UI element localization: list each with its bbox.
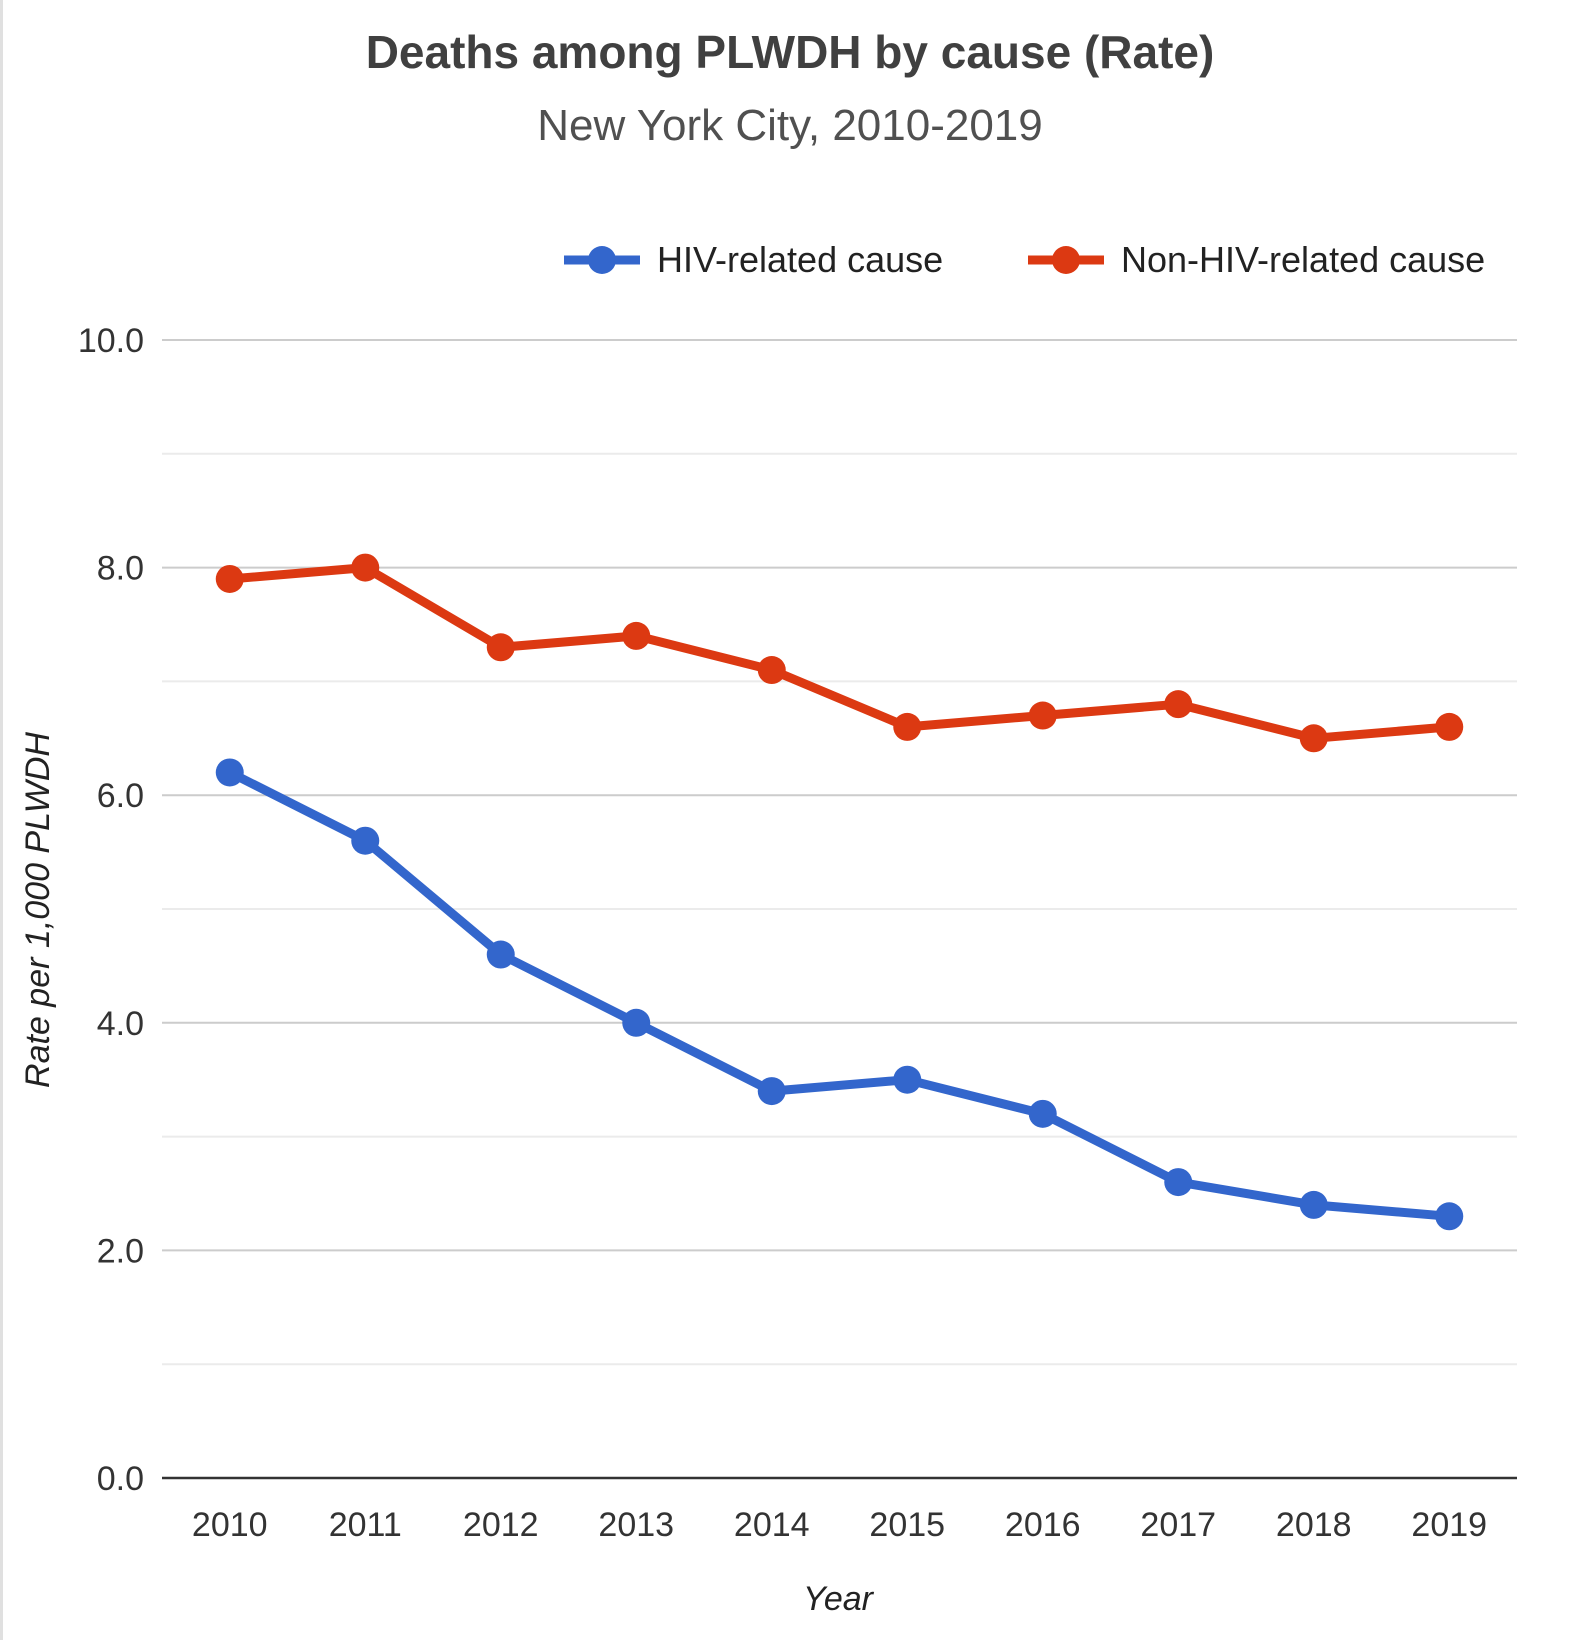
data-point-non-hiv (1435, 712, 1464, 741)
legend-swatch-dot (1052, 246, 1080, 274)
data-point-hiv (757, 1077, 786, 1106)
data-point-non-hiv (622, 621, 651, 650)
y-tick-label: 4.0 (97, 1005, 144, 1043)
data-point-non-hiv (757, 656, 786, 685)
x-tick-label: 2013 (598, 1506, 674, 1544)
data-point-hiv (486, 940, 515, 969)
x-tick-label: 2017 (1140, 1506, 1216, 1544)
data-point-hiv (1435, 1202, 1464, 1231)
x-tick-label: 2012 (463, 1506, 539, 1544)
chart-subtitle: New York City, 2010-2019 (537, 101, 1042, 150)
data-point-hiv (1028, 1099, 1057, 1128)
series-group (215, 553, 1464, 1231)
legend-swatch-dot (588, 246, 616, 274)
y-tick-label: 2.0 (97, 1232, 144, 1270)
x-tick-label: 2016 (1005, 1506, 1081, 1544)
data-point-non-hiv (893, 712, 922, 741)
data-point-hiv (215, 758, 244, 787)
chart-title: Deaths among PLWDH by cause (Rate) (366, 26, 1215, 78)
x-tick-label: 2011 (329, 1506, 402, 1544)
x-tick-label: 2015 (869, 1506, 945, 1544)
x-tick-label: 2018 (1276, 1506, 1352, 1544)
gridlines (162, 339, 1517, 1366)
data-point-hiv (1164, 1168, 1193, 1197)
series-line-hiv (225, 767, 1454, 1221)
data-point-non-hiv (1028, 701, 1057, 730)
series-line-non-hiv (225, 563, 1454, 743)
data-point-non-hiv (351, 553, 380, 582)
x-axis-title: Year (803, 1580, 875, 1618)
y-tick-label: 6.0 (97, 777, 144, 815)
data-point-non-hiv (486, 633, 515, 662)
data-point-non-hiv (215, 564, 244, 593)
legend-item-non-hiv[interactable]: Non-HIV-related cause (1028, 239, 1485, 280)
data-point-hiv (622, 1008, 651, 1037)
data-point-hiv (1299, 1190, 1328, 1219)
y-tick-label: 8.0 (97, 550, 144, 588)
y-tick-label: 10.0 (78, 322, 144, 360)
legend[interactable]: HIV-related cause Non-HIV-related cause (564, 239, 1485, 280)
data-point-hiv (893, 1065, 922, 1094)
data-point-non-hiv (1164, 690, 1193, 719)
x-tick-label: 2014 (734, 1506, 810, 1544)
data-point-hiv (351, 826, 380, 855)
legend-label-non-hiv: Non-HIV-related cause (1121, 239, 1485, 280)
x-tick-label: 2019 (1411, 1506, 1487, 1544)
y-tick-label: 0.0 (97, 1460, 144, 1498)
x-axis-ticks: 2010 2011 2012 2013 2014 2015 2016 2017 2018 2019 (192, 1506, 1487, 1544)
x-tick-label: 2010 (192, 1506, 268, 1544)
legend-item-hiv[interactable]: HIV-related cause (564, 239, 943, 280)
y-axis-title: Rate per 1,000 PLWDH (19, 732, 57, 1088)
legend-label-hiv: HIV-related cause (657, 239, 943, 280)
y-axis-ticks: 0.0 2.0 4.0 6.0 8.0 10.0 (78, 322, 144, 1498)
data-point-non-hiv (1299, 724, 1328, 753)
